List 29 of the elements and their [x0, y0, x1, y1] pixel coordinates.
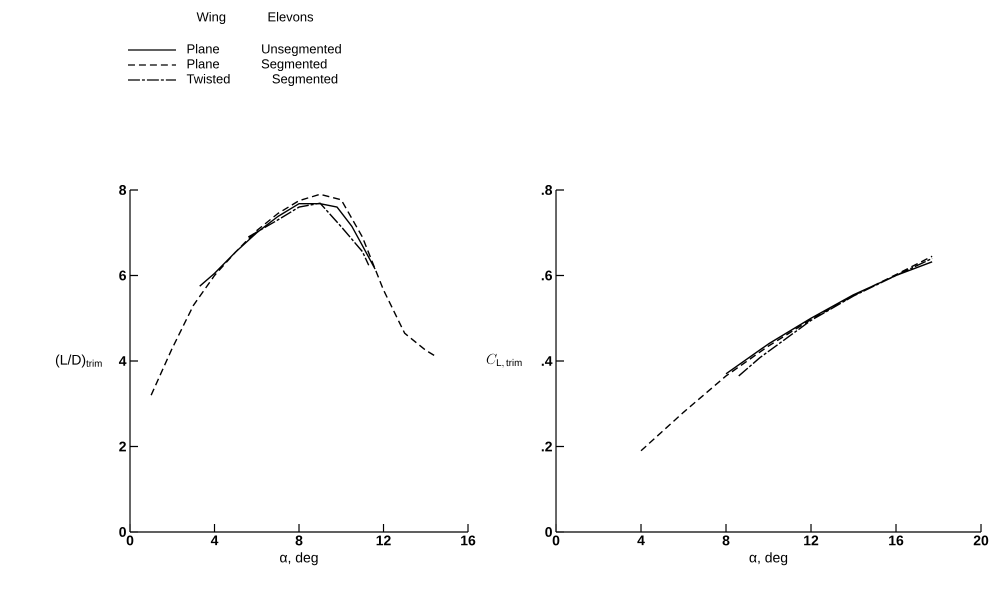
y-tick-label: .4: [542, 356, 552, 366]
legend-label: Plane Unsegmented: [188, 44, 341, 56]
y-tick-label: 4: [118, 356, 126, 366]
x-tick-label: 12: [804, 535, 818, 546]
y-tick-label: 0: [545, 527, 552, 537]
y-tick-label: 0: [119, 527, 126, 537]
x-tick-label: 16: [889, 535, 904, 546]
y-axis-title: (L/D)$_{trim}$: [56, 354, 102, 368]
x-axis-title: α, deg: [750, 552, 788, 566]
y-tick-label: 8: [119, 185, 126, 195]
y-tick-label: .8: [542, 185, 552, 195]
x-tick-label: 8: [296, 535, 302, 546]
y-tick-label: .6: [542, 270, 552, 280]
legend-label: Plane Segmented: [188, 58, 327, 72]
y-tick-label: .2: [542, 442, 552, 452]
x-tick-label: 20: [974, 535, 988, 546]
x-tick-label: 0: [552, 535, 560, 546]
y-tick-label: 2: [119, 442, 126, 452]
legend-label: Twisted Segmented: [186, 74, 338, 86]
x-tick-label: 16: [461, 535, 476, 546]
x-tick-label: 8: [722, 535, 730, 546]
x-tick-label: 4: [637, 536, 645, 546]
y-tick-label: 6: [119, 270, 126, 280]
x-tick-label: 0: [126, 535, 134, 546]
legend-title: Wing Elevons: [196, 12, 314, 24]
x-axis-title: α, deg: [280, 552, 318, 566]
y-axis-title: $C_{\mathrm{L,\,trim}}$: [486, 354, 522, 368]
x-tick-label: 12: [376, 535, 391, 546]
x-tick-label: 4: [210, 536, 218, 546]
